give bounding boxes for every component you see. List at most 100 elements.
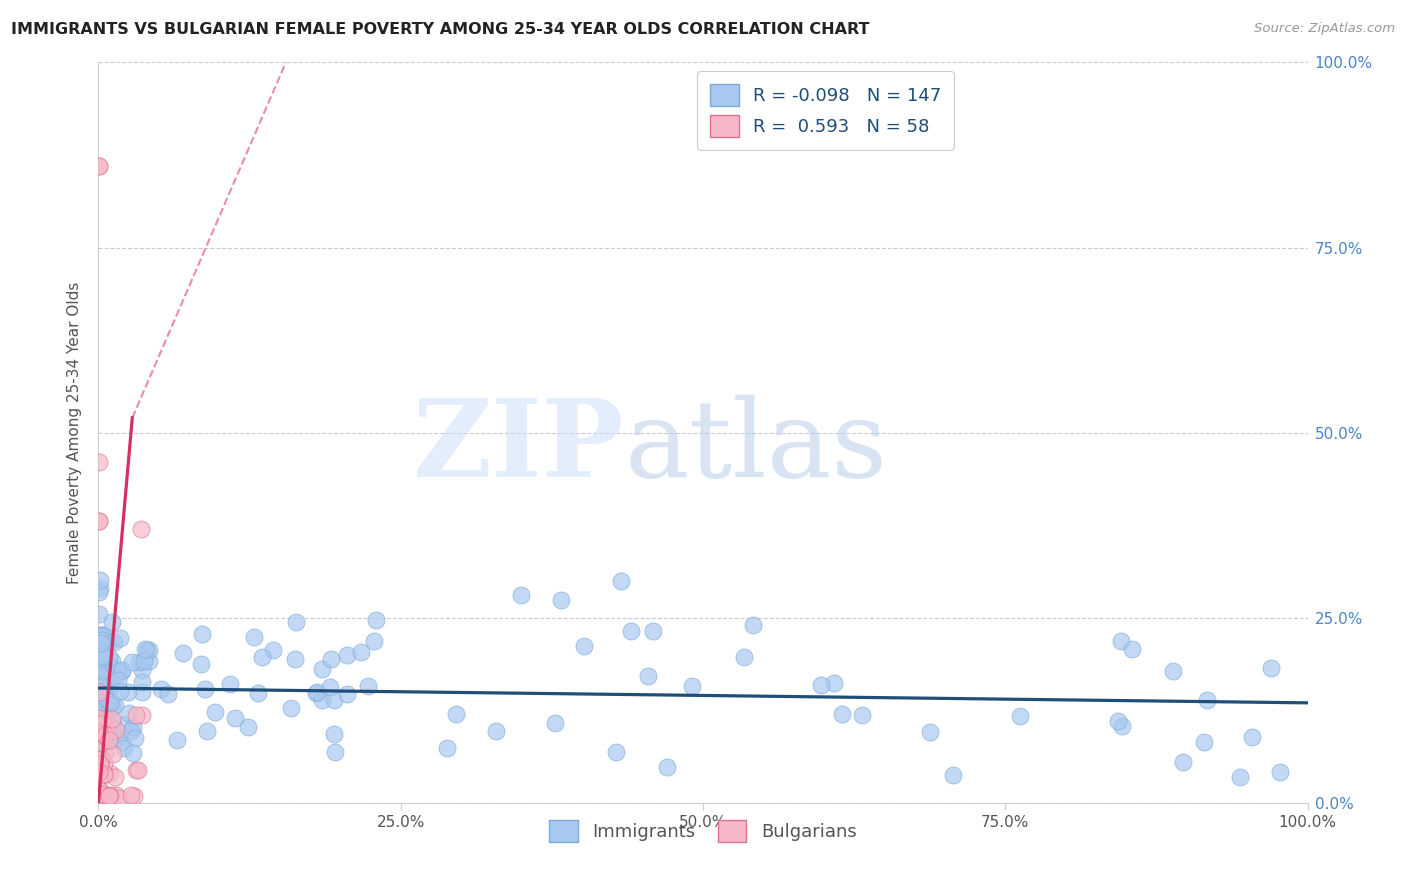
Point — [89, 574, 111, 588]
Point — [89, 582, 111, 596]
Point — [107, 665, 129, 680]
Point — [87, 159, 110, 173]
Point — [93, 675, 115, 690]
Point — [87, 780, 110, 795]
Text: ZIP: ZIP — [413, 394, 624, 500]
Point — [1161, 664, 1184, 678]
Point — [444, 707, 467, 722]
Point — [124, 763, 146, 777]
Point — [190, 627, 212, 641]
Point — [103, 635, 125, 649]
Point — [97, 636, 120, 650]
Point — [90, 649, 112, 664]
Point — [89, 759, 111, 773]
Point — [108, 684, 131, 698]
Point — [218, 677, 240, 691]
Point — [350, 645, 373, 659]
Point — [336, 687, 359, 701]
Point — [323, 692, 346, 706]
Point — [87, 716, 110, 731]
Point — [810, 678, 832, 692]
Text: IMMIGRANTS VS BULGARIAN FEMALE POVERTY AMONG 25-34 YEAR OLDS CORRELATION CHART: IMMIGRANTS VS BULGARIAN FEMALE POVERTY A… — [11, 22, 870, 37]
Point — [87, 685, 110, 699]
Point — [90, 761, 112, 775]
Point — [90, 734, 112, 748]
Point — [284, 615, 307, 630]
Point — [87, 455, 110, 469]
Point — [89, 653, 111, 667]
Point — [319, 681, 342, 695]
Point — [100, 654, 122, 668]
Point — [93, 795, 115, 809]
Point — [131, 663, 153, 677]
Point — [89, 671, 111, 685]
Point — [101, 700, 124, 714]
Text: atlas: atlas — [624, 395, 887, 500]
Point — [87, 515, 110, 529]
Point — [91, 659, 114, 673]
Point — [544, 715, 567, 730]
Point — [138, 654, 160, 668]
Point — [98, 788, 121, 802]
Point — [89, 756, 111, 771]
Point — [194, 682, 217, 697]
Point — [87, 515, 110, 529]
Point — [91, 679, 114, 693]
Point — [243, 631, 266, 645]
Point — [87, 667, 110, 681]
Point — [93, 647, 115, 661]
Point — [94, 720, 117, 734]
Point — [1173, 755, 1195, 769]
Point — [831, 707, 853, 722]
Point — [100, 659, 122, 673]
Point — [323, 745, 346, 759]
Point — [90, 708, 112, 723]
Point — [166, 732, 188, 747]
Point — [101, 615, 124, 630]
Point — [655, 759, 678, 773]
Point — [111, 664, 134, 678]
Point — [87, 727, 110, 741]
Point — [125, 708, 148, 723]
Point — [97, 722, 120, 736]
Point — [195, 723, 218, 738]
Point — [1111, 633, 1133, 648]
Point — [1270, 764, 1292, 779]
Point — [100, 696, 122, 710]
Point — [98, 650, 121, 665]
Point — [101, 712, 124, 726]
Point — [323, 727, 346, 741]
Point — [94, 712, 117, 726]
Point — [121, 655, 143, 669]
Point — [107, 790, 129, 805]
Point — [121, 746, 143, 760]
Point — [311, 693, 333, 707]
Point — [942, 768, 965, 782]
Point — [236, 719, 259, 733]
Point — [851, 707, 873, 722]
Point — [204, 705, 226, 719]
Point — [172, 646, 194, 660]
Point — [311, 662, 333, 676]
Point — [124, 731, 146, 746]
Point — [104, 698, 127, 713]
Point — [93, 647, 115, 661]
Point — [98, 733, 121, 747]
Point — [120, 789, 142, 803]
Point — [131, 674, 153, 689]
Point — [89, 711, 111, 725]
Point — [90, 736, 112, 750]
Point — [93, 745, 115, 759]
Point — [733, 650, 755, 665]
Point — [127, 763, 149, 777]
Point — [90, 663, 112, 677]
Text: Source: ZipAtlas.com: Source: ZipAtlas.com — [1254, 22, 1395, 36]
Point — [91, 720, 114, 734]
Point — [1241, 731, 1264, 745]
Point — [93, 756, 115, 770]
Point — [96, 658, 118, 673]
Point — [605, 745, 627, 759]
Point — [94, 728, 117, 742]
Point — [90, 628, 112, 642]
Point — [304, 686, 326, 700]
